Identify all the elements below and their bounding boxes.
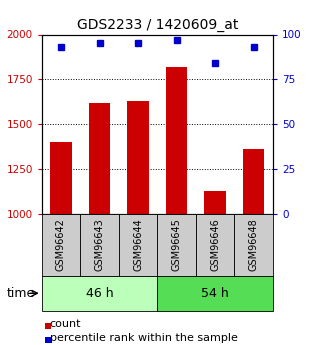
Text: GSM96648: GSM96648 [248,219,259,271]
Text: GSM96643: GSM96643 [94,219,105,271]
Text: GSM96645: GSM96645 [171,218,182,272]
Text: time: time [7,287,35,300]
Text: count: count [50,319,81,329]
Text: 54 h: 54 h [201,287,229,300]
Bar [50,142,72,214]
Bar [243,149,264,214]
Text: GSM96644: GSM96644 [133,219,143,271]
Bar [127,101,149,214]
Text: 46 h: 46 h [86,287,113,300]
Bar [89,103,110,214]
Bar [166,67,187,214]
Text: GSM96642: GSM96642 [56,218,66,272]
Title: GDS2233 / 1420609_at: GDS2233 / 1420609_at [77,18,238,32]
Bar [204,190,226,214]
Text: GSM96646: GSM96646 [210,219,220,271]
Text: percentile rank within the sample: percentile rank within the sample [50,333,238,343]
